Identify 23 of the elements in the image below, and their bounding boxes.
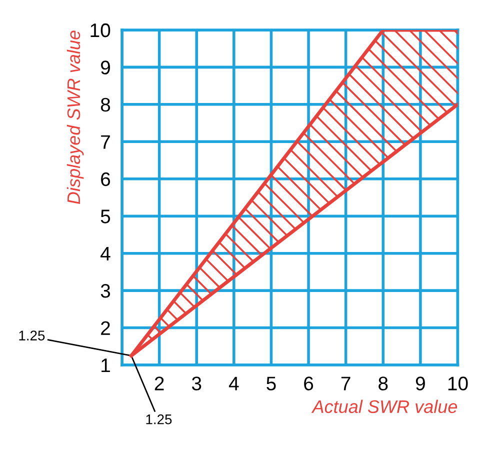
x-tick-label: 6 bbox=[304, 376, 314, 390]
y-tick-label: 5 bbox=[100, 210, 110, 224]
y-tick-label: 1 bbox=[102, 358, 110, 372]
x-tick-label: 5 bbox=[266, 376, 276, 390]
annotation: 1.25 bbox=[146, 414, 172, 424]
y-tick-label: 3 bbox=[100, 284, 110, 298]
y-tick-label: 6 bbox=[101, 172, 110, 186]
x-tick-label: 3 bbox=[192, 376, 202, 390]
x-tick-label: 7 bbox=[341, 376, 350, 390]
y-tick-label: 7 bbox=[101, 135, 110, 149]
annotation: 1.25 bbox=[19, 330, 45, 340]
x-tick-label: 2 bbox=[154, 376, 164, 390]
y-tick-label: 2 bbox=[101, 321, 110, 335]
y-tick-label: 10 bbox=[90, 23, 110, 38]
y-tick-label: 4 bbox=[100, 247, 110, 260]
x-tick-label: 8 bbox=[378, 376, 388, 390]
x-axis-title: Actual SWR value bbox=[311, 400, 458, 414]
x-tick-label: 10 bbox=[448, 376, 468, 390]
y-axis-title: Displayed SWR value bbox=[66, 30, 84, 204]
y-tick-label: 9 bbox=[100, 60, 110, 74]
y-tick-label: 8 bbox=[100, 98, 110, 112]
x-tick-label: 4 bbox=[228, 376, 239, 390]
x-tick-label: 9 bbox=[416, 376, 425, 390]
